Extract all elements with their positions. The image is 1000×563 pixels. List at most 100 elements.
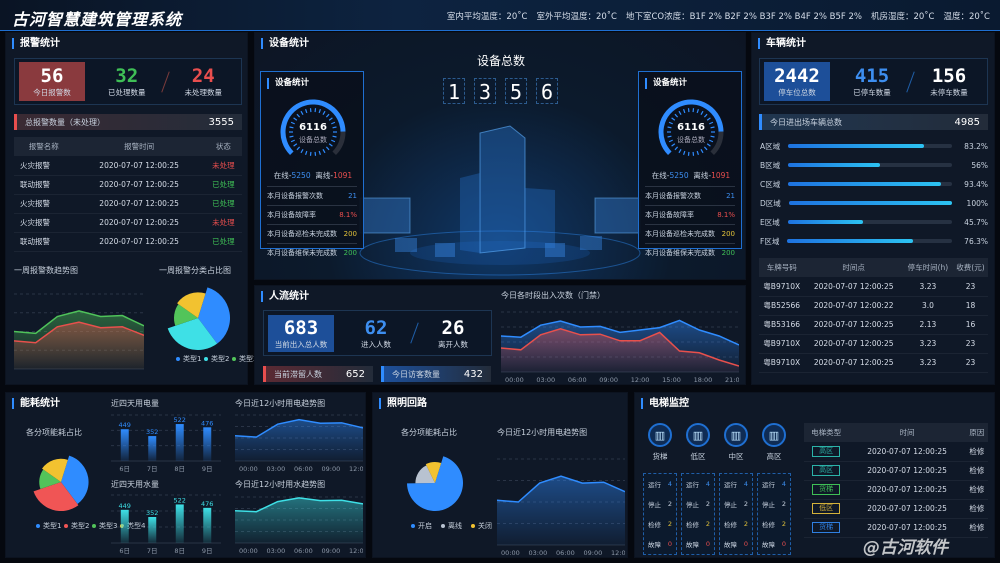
x-tick-label: 9日: [202, 465, 213, 473]
co-level: 地下室CO浓度：B1F 2% B2F 2% B3F 2% B4F 2% B5F …: [625, 12, 862, 22]
outdoor-temp: 室外平均温度：20˚C: [536, 12, 617, 22]
table-row[interactable]: 货梯 2020-07-07 12:00:25 检修: [804, 480, 988, 500]
bar-value: 652: [345, 368, 365, 380]
col-header: 车牌号码: [759, 258, 805, 277]
series-area: [501, 328, 739, 372]
kpi-label: 进入人数: [361, 339, 391, 349]
zone-row: B区域 56%: [760, 160, 988, 170]
offline-label: 离线-: [315, 171, 334, 180]
online-offline: 在线-5250 离线-1091: [261, 170, 365, 181]
zone-progress-fill: [788, 163, 880, 167]
legend-dot: [204, 357, 208, 361]
fault-count: 0: [705, 540, 710, 548]
table-row[interactable]: 粤B52566 2020-07-07 12:00:22 3.0 18: [759, 296, 988, 316]
legend-dot: [471, 524, 475, 528]
series-line: [235, 497, 363, 513]
elevator-time: 2020-07-07 12:00:25: [848, 461, 966, 481]
alarm-status: 未处理: [204, 156, 242, 176]
vehicle-cell: 3.23: [902, 334, 953, 354]
water-trend-title: 今日近12小时用水趋势图: [235, 480, 326, 489]
table-row[interactable]: 低区 2020-07-07 12:00:25 检修: [804, 499, 988, 519]
elevator-unit[interactable]: ▥ 货梯: [642, 423, 678, 462]
in-count: 62 进入人数: [338, 317, 414, 350]
zone-progress-track: [787, 239, 952, 243]
elevator-name: 货梯: [652, 452, 668, 461]
vehicle-cell: 粤B9710X: [759, 334, 805, 354]
water-bars-title: 近四天用水量: [111, 480, 159, 489]
trend-title: 一周报警数趋势图: [14, 266, 78, 275]
lighting-panel: 照明回路 各分项能耗占比 开启 离线 关闭 今日近12小时用电趋势图 00:00 03…: [372, 392, 628, 558]
zone-progress-fill: [788, 201, 952, 205]
table-row[interactable]: 货梯 2020-07-07 12:00:25 检修: [804, 518, 988, 538]
table-row[interactable]: 粤B53166 2020-07-07 12:00:25 2.13 16: [759, 315, 988, 335]
alarm-name: 火灾报警: [14, 194, 74, 214]
x-tick-label: 12:00: [349, 547, 363, 555]
elevator-panel: 电梯监控 ▥ 货梯 运行 4 停止 2 检修 2 故障 0 ▥ 低区 运行 4 停止 2 检修 2 …: [634, 392, 995, 558]
table-row[interactable]: 火灾报警 2020-07-07 12:00:25 已处理: [14, 194, 242, 214]
legend-dot: [176, 357, 180, 361]
vehicle-kpis: 2442 停车位总数 415 已停车数量 156 未停车数量: [759, 58, 988, 105]
alarm-trend-chart: [14, 293, 144, 370]
alarm-kpis: 56 今日报警数 32 已处理数量 24 未处理数量: [14, 58, 242, 105]
free-count: 156 未停车数量: [911, 65, 987, 98]
series-area: [14, 322, 144, 369]
table-row[interactable]: 高区 2020-07-07 12:00:25 检修: [804, 461, 988, 481]
vehicle-cell: 16: [952, 315, 988, 335]
legend-label: 类型3: [239, 355, 258, 363]
table-row[interactable]: 火灾报警 2020-07-07 12:00:25 未处理: [14, 213, 242, 233]
table-row[interactable]: 高区 2020-07-07 12:00:25 检修: [804, 442, 988, 462]
bar-value: 432: [463, 368, 483, 380]
alarm-name: 联动报警: [14, 232, 74, 252]
offline-count: 1091: [333, 171, 353, 180]
x-tick-label: 7日: [147, 465, 158, 473]
bar: [120, 509, 129, 543]
table-row[interactable]: 粤B9710X 2020-07-07 12:00:25 3.23 23: [759, 334, 988, 354]
elevator-unit[interactable]: ▥ 中区: [718, 423, 754, 462]
watermark: @古河软件: [863, 538, 948, 558]
status-label: 停止: [648, 501, 661, 509]
lighting-pie-title: 各分项能耗占比: [401, 428, 457, 437]
run-count: 4: [743, 480, 748, 488]
elevator-time: 2020-07-07 12:00:25: [848, 442, 966, 462]
alarm-name: 联动报警: [14, 175, 74, 195]
vehicle-cell: 粤B52566: [759, 296, 805, 316]
elevator-name: 中区: [728, 452, 744, 461]
vehicle-cell: 2020-07-07 12:00:22: [804, 296, 903, 316]
zone-pct: 45.7%: [964, 217, 988, 227]
x-tick-label: 18:00: [694, 376, 713, 384]
elevator-reason: 检修: [965, 499, 988, 519]
energy-pie-title: 各分项能耗占比: [26, 428, 82, 437]
col-header: 报警名称: [14, 137, 74, 156]
table-row[interactable]: 粤B9710X 2020-07-07 12:00:25 3.23 23: [759, 277, 988, 297]
table-row[interactable]: 粤B9710X 2020-07-07 12:00:25 3.23 23: [759, 353, 988, 373]
data-label: 352: [146, 509, 158, 517]
panel-title: 人流统计: [261, 291, 309, 302]
zone-progress-track: [788, 201, 952, 205]
gauge-track: [710, 131, 724, 155]
stat-value: 200: [343, 249, 357, 257]
stop-count: 2: [705, 500, 710, 508]
kpi-value: 56: [40, 65, 64, 87]
online-label: 在线-: [273, 171, 292, 180]
elec-bars-title: 近四天用电量: [111, 399, 159, 408]
alarm-status: 已处理: [204, 175, 242, 195]
elevator-reason: 检修: [965, 442, 988, 462]
flow-chart-title: 今日各时段出入次数（门禁）: [501, 291, 605, 300]
stay-count-bar: 当前滞留人数 652: [263, 366, 373, 382]
energy-pie-legend: 类型1 类型2 类型3 类型4: [36, 521, 145, 534]
device-stat-row: 本月设备故障率 8.1%: [267, 205, 357, 224]
x-tick-label: 9日: [202, 547, 213, 555]
series-line: [501, 319, 739, 346]
zone-pct: 100%: [966, 198, 988, 208]
elevator-name: 高区: [766, 452, 782, 461]
elevator-unit[interactable]: ▥ 高区: [756, 423, 792, 462]
stat-label: 本月设备巡检未完成数: [267, 230, 337, 238]
table-row[interactable]: 联动报警 2020-07-07 12:00:25 已处理: [14, 232, 242, 252]
elevator-unit[interactable]: ▥ 低区: [680, 423, 716, 462]
legend-label: 开启: [418, 522, 432, 530]
table-row[interactable]: 火灾报警 2020-07-07 12:00:25 未处理: [14, 156, 242, 176]
kpi-label: 离开人数: [438, 339, 468, 349]
x-tick-label: 7日: [147, 547, 158, 555]
elec-trend-title: 今日近12小时用电趋势图: [235, 399, 326, 408]
table-row[interactable]: 联动报警 2020-07-07 12:00:25 已处理: [14, 175, 242, 195]
